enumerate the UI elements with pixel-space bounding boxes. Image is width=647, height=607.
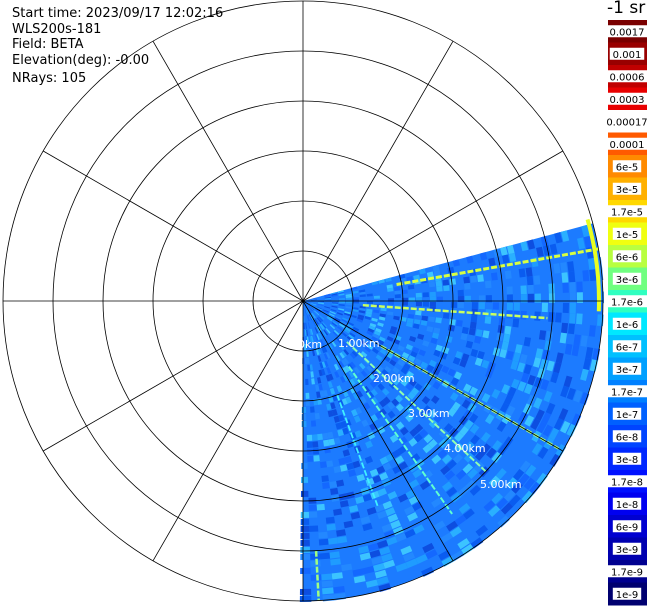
colorbar-label-bg <box>606 385 647 398</box>
colorbar-label: 1.7e-7 <box>611 387 643 398</box>
colorbar-label: 0.0006 <box>610 72 645 83</box>
colorbar-unit-label: -1 sr <box>607 0 646 18</box>
colorbar-label-bg <box>606 475 647 488</box>
colorbar-label: 1e-5 <box>616 230 639 241</box>
start-time-label: Start time: 2023/09/17 12:02:16 <box>12 6 224 21</box>
colorbar-label: 3e-7 <box>616 365 639 376</box>
colorbar-label: 1.7e-6 <box>611 297 643 308</box>
colorbar-label: 6e-5 <box>616 162 639 173</box>
colorbar-label: 6e-9 <box>616 522 639 533</box>
colorbar-label-bg <box>612 362 642 375</box>
range-label-4: 4.00km <box>444 442 486 455</box>
colorbar-label-bg <box>606 25 647 38</box>
echo-streak <box>314 550 320 601</box>
colorbar-label: 0.0017 <box>610 27 645 38</box>
azimuth-spoke <box>152 40 304 302</box>
colorbar-label: 1.7e-5 <box>611 207 643 218</box>
azimuth-spoke <box>302 300 454 562</box>
colorbar-label-bg <box>612 272 642 285</box>
azimuth-spoke <box>152 300 304 562</box>
azimuth-spoke <box>302 40 454 302</box>
colorbar-label: 0.00017 <box>606 117 647 128</box>
colorbar-label: 6e-6 <box>616 252 639 263</box>
colorbar-label-bg <box>612 182 642 195</box>
azimuth-spoke <box>42 150 304 302</box>
colorbar-label: 0.001 <box>613 50 642 61</box>
colorbar-label: 6e-7 <box>616 342 639 353</box>
instrument-label: WLS200s-181 <box>12 22 102 37</box>
colorbar-label-bg <box>612 452 642 465</box>
colorbar-label-bg <box>603 115 647 128</box>
colorbar-label-bg <box>609 47 645 60</box>
colorbar-label-bg <box>612 520 642 533</box>
colorbar-label-bg <box>612 317 642 330</box>
azimuth-spoke <box>302 300 564 452</box>
colorbar-label-bg <box>612 497 642 510</box>
colorbar-label-bg <box>612 227 642 240</box>
range-label-0: 0km <box>298 338 322 351</box>
colorbar-label: 1e-7 <box>616 410 639 421</box>
polar-grid <box>2 0 604 602</box>
nrays-label: NRays: 105 <box>12 71 87 86</box>
colorbar-label-bg <box>612 250 642 263</box>
azimuth-spoke <box>42 300 304 452</box>
colorbar-label: 0.0003 <box>610 95 645 106</box>
field-label: Field: BETA <box>12 37 84 52</box>
colorbar-label: 3e-5 <box>616 185 639 196</box>
colorbar-label: 3e-9 <box>616 545 639 556</box>
colorbar-label-bg <box>612 587 642 600</box>
colorbar-label-bg <box>606 92 647 105</box>
range-labels: 0km 1.00km 2.00km 3.00km 4.00km 5.00km <box>298 337 522 491</box>
colorbar-label: 0.0001 <box>610 140 645 151</box>
scan-sector <box>299 218 604 602</box>
colorbar: 0.0017 0.001 0.0006 0.0003 0.00017 0.0001 6e-5… <box>603 20 647 606</box>
colorbar-label: 1.7e-8 <box>611 477 643 488</box>
colorbar-label: 1e-9 <box>616 590 639 601</box>
colorbar-label-bg <box>606 137 647 150</box>
colorbar-label: 6e-8 <box>616 432 639 443</box>
colorbar-label: 1e-8 <box>616 500 639 511</box>
colorbar-label: 1e-6 <box>616 320 639 331</box>
colorbar-label-bg <box>606 70 647 83</box>
colorbar-label-bg <box>606 565 647 578</box>
colorbar-label-bg <box>612 160 642 173</box>
range-label-3: 3.00km <box>408 407 450 420</box>
colorbar-label-bg <box>612 407 642 420</box>
scan-cells <box>299 224 604 602</box>
echo-streak <box>348 365 453 515</box>
colorbar-label-bg <box>606 295 647 308</box>
range-label-1: 1.00km <box>338 337 380 350</box>
azimuth-spoke <box>302 150 564 302</box>
range-label-5: 5.00km <box>480 478 522 491</box>
colorbar-label: 1.7e-9 <box>611 567 643 578</box>
echo-streak <box>396 247 599 286</box>
colorbar-label-bg <box>612 542 642 555</box>
colorbar-label: 3e-6 <box>616 275 639 286</box>
colorbar-label: 3e-8 <box>616 455 639 466</box>
elevation-label: Elevation(deg): -0.00 <box>12 53 150 68</box>
colorbar-label-bg <box>606 205 647 218</box>
colorbar-label-bg <box>612 430 642 443</box>
colorbar-label-bg <box>612 340 642 353</box>
echo-streak <box>362 303 548 320</box>
range-label-2: 2.00km <box>373 372 415 385</box>
